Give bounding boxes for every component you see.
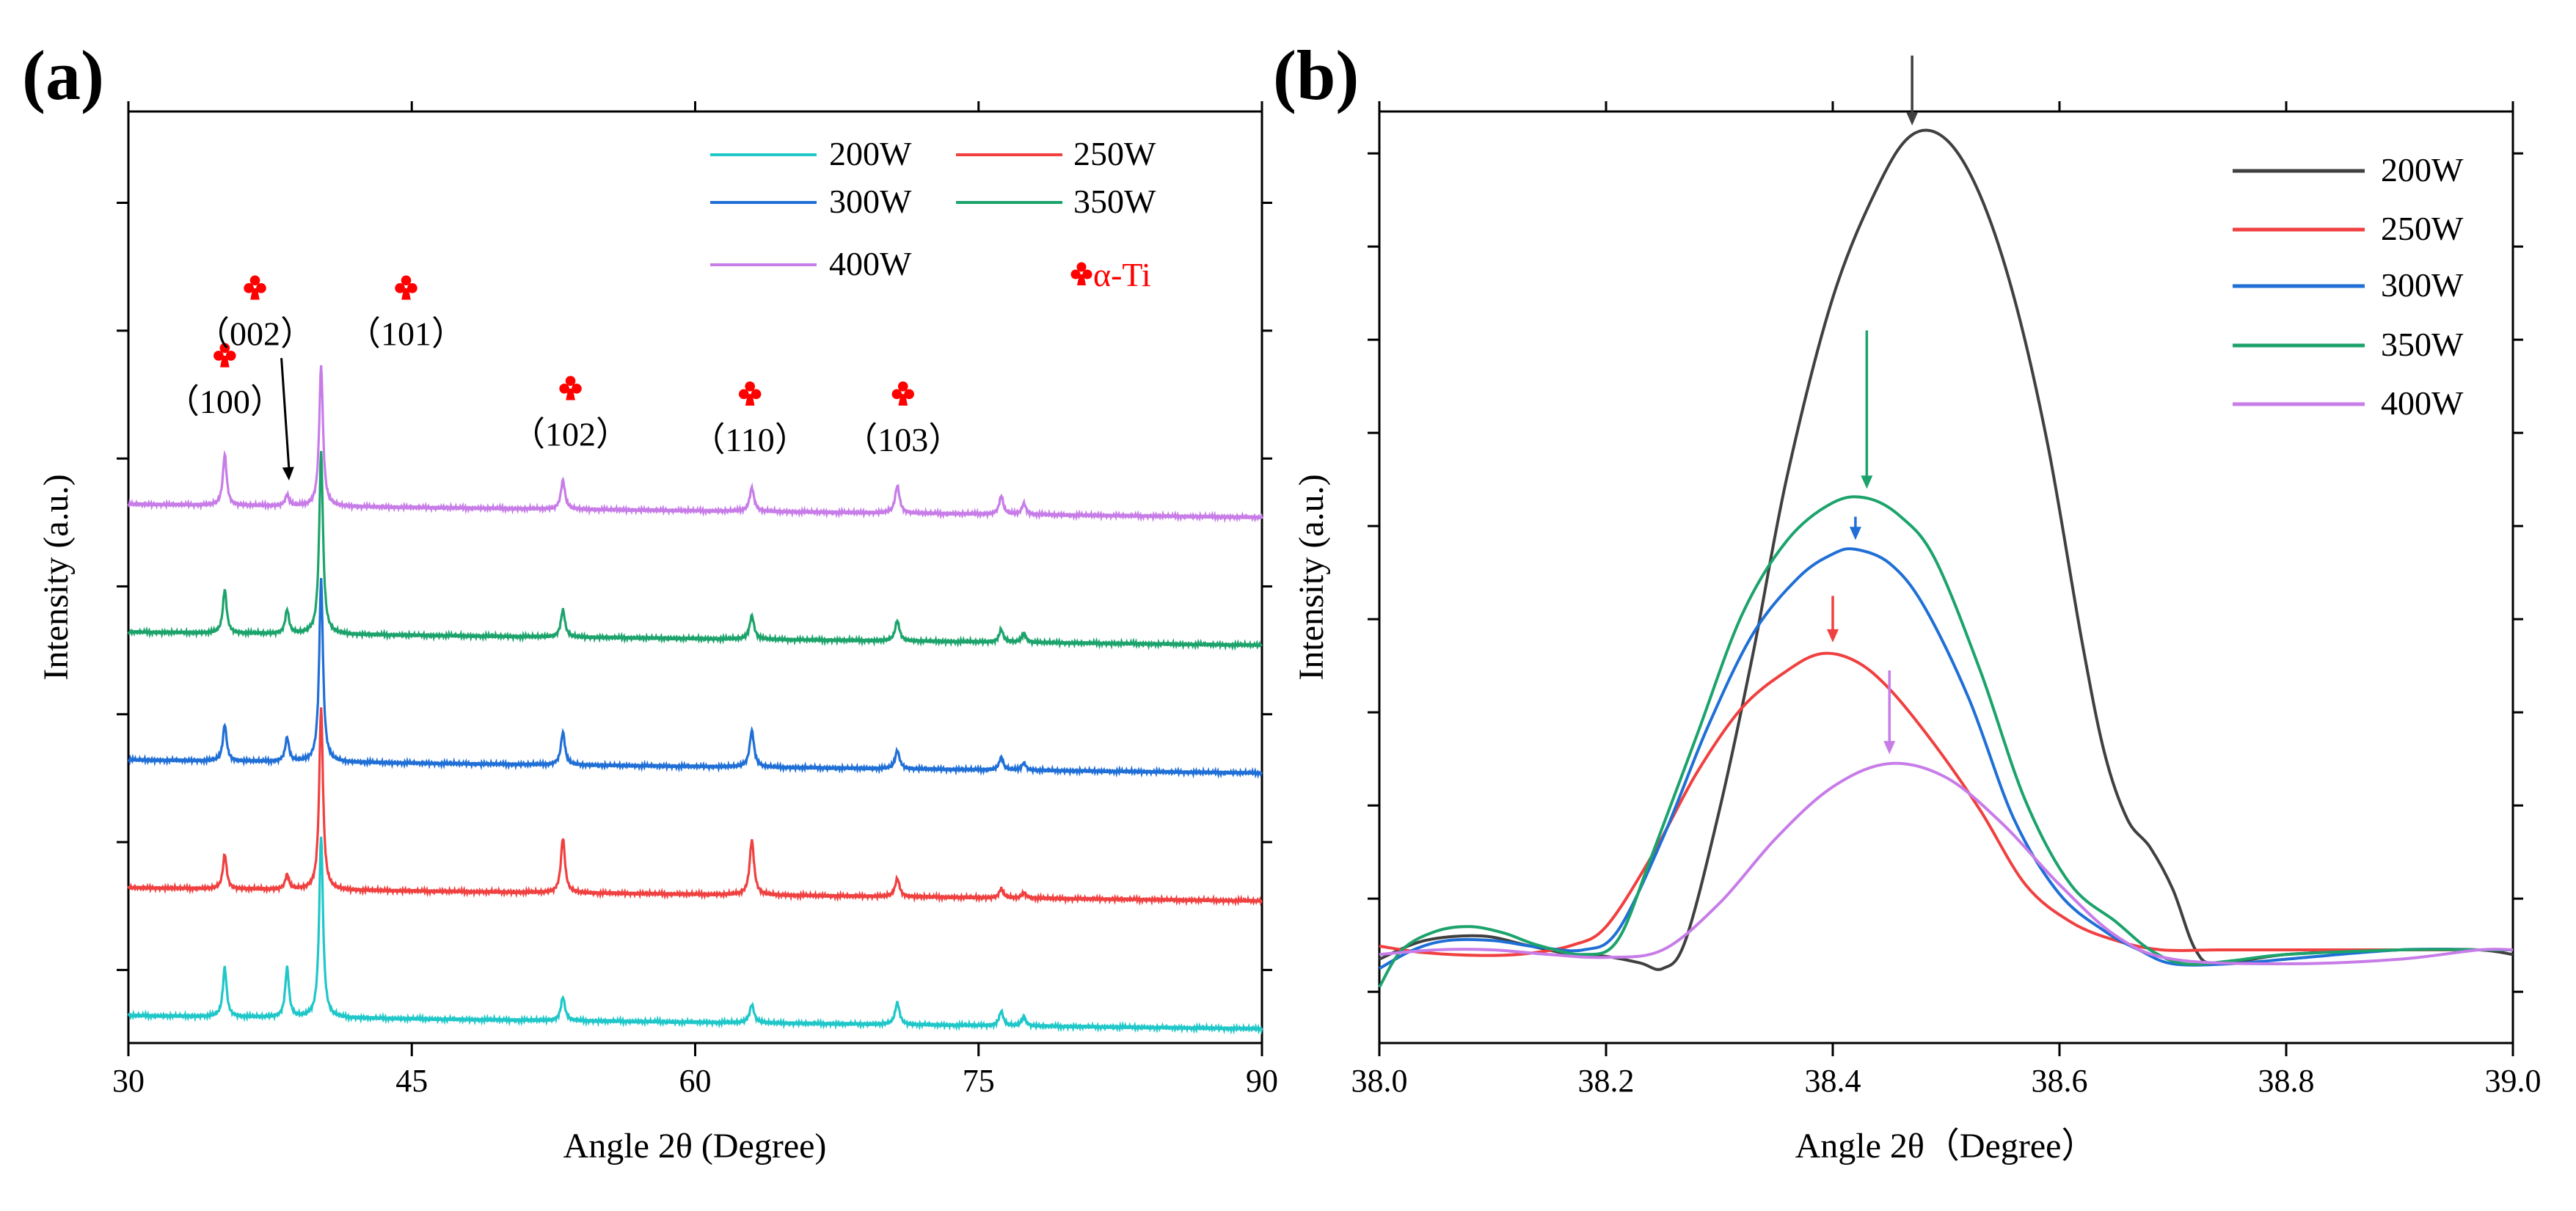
- panel-b-x-ticks: 38.0 38.2 38.4 38.6 38.8 39.0: [1351, 101, 2542, 1099]
- series-line-250W: [1379, 651, 2513, 957]
- x-tick-label: 38.6: [2032, 1063, 2088, 1099]
- panel-b-x-axis-title: Angle 2θ（Degree）: [1795, 1127, 2097, 1166]
- legend-label-400W: 400W: [829, 245, 912, 282]
- peak-arrow-head-200W: [1906, 112, 1919, 126]
- series-line-300W: [128, 578, 1263, 779]
- panel-a-x-ticks: 30 45 60 75 90: [112, 101, 1278, 1099]
- panel-a-y-axis-title: Intensity (a.u.): [37, 474, 76, 680]
- x-tick-label: 60: [679, 1063, 712, 1099]
- legend-label-250W: 250W: [1073, 135, 1156, 172]
- x-tick-label: 38.4: [1805, 1063, 1861, 1099]
- peak-arrow-head-350W: [1861, 475, 1873, 489]
- peak-002-arrow-line: [280, 358, 291, 469]
- series-line-400W: [127, 365, 1263, 524]
- panel-b: (b) 38.0 38.2 38.4 38.6 38.8 39.0 200W 250W 300…: [1273, 36, 2542, 1166]
- legend-label-350W: 350W: [2381, 326, 2464, 363]
- panel-a-legend: 200W 250W 300W 350W 400W α-Ti: [710, 135, 1156, 293]
- peak-arrow-head-300W: [1849, 527, 1861, 541]
- panel-b-series: [1378, 128, 2514, 988]
- x-tick-label: 39.0: [2485, 1063, 2542, 1099]
- panel-a-frame: [127, 110, 1263, 1044]
- series-line-350W: [127, 450, 1263, 651]
- club-marker-icon: [891, 381, 914, 406]
- panel-b-label: (b): [1273, 36, 1359, 114]
- club-marker-icon: [214, 343, 236, 367]
- series-line-350W: [1378, 495, 2513, 988]
- panel-a-annotations: （100） （002） （101） （102） （110） （103）: [166, 275, 962, 481]
- plane-label: （103）: [844, 421, 962, 458]
- x-tick-label: 90: [1246, 1063, 1278, 1099]
- series-line-250W: [127, 707, 1263, 907]
- club-legend-icon: [1070, 262, 1092, 285]
- legend-label-200W: 200W: [829, 135, 912, 172]
- panel-a-label: (a): [22, 36, 104, 114]
- series-line-200W: [127, 836, 1263, 1035]
- x-tick-label: 38.8: [2258, 1063, 2315, 1099]
- panel-b-frame: [1378, 110, 2514, 1044]
- legend-label-350W: 350W: [1073, 183, 1156, 220]
- x-tick-label: 38.2: [1578, 1063, 1635, 1099]
- legend-label-300W: 300W: [829, 183, 912, 220]
- panel-b-peak-arrows: [1827, 55, 1919, 755]
- series-line-400W: [1379, 761, 2514, 966]
- panel-b-y-ticks: [1368, 152, 2523, 993]
- plane-label: （100）: [166, 383, 284, 420]
- panel-a: (a) 30 45 60 75 90 （100） （002） （101） （102） （110）…: [22, 36, 1278, 1166]
- plane-label: （101）: [347, 315, 465, 353]
- peak-arrow-head-250W: [1827, 629, 1839, 643]
- x-tick-label: 38.0: [1351, 1063, 1408, 1099]
- peak-arrow-head-400W: [1883, 741, 1896, 755]
- panel-a-x-axis-title: Angle 2θ (Degree): [563, 1127, 827, 1166]
- club-marker-icon: [395, 275, 417, 300]
- panel-b-y-axis-title: Intensity (a.u.): [1292, 474, 1331, 680]
- plane-label: （102）: [511, 416, 630, 453]
- alpha-ti-legend-label: α-Ti: [1093, 256, 1151, 293]
- plane-label: （002）: [196, 315, 314, 353]
- panel-b-legend: 200W 250W 300W 350W 400W: [2233, 151, 2464, 422]
- x-tick-label: 75: [963, 1063, 995, 1099]
- legend-label-300W: 300W: [2381, 266, 2464, 304]
- x-tick-label: 30: [112, 1063, 145, 1099]
- plane-label: （110）: [692, 421, 809, 458]
- club-marker-icon: [244, 275, 266, 300]
- x-tick-label: 45: [395, 1063, 428, 1099]
- peak-002-arrow-head: [282, 467, 294, 481]
- club-marker-icon: [559, 376, 582, 400]
- club-marker-icon: [738, 381, 762, 406]
- legend-label-200W: 200W: [2381, 151, 2464, 189]
- panel-a-y-ticks: [117, 202, 1272, 971]
- series-line-200W: [1379, 128, 2514, 971]
- legend-label-400W: 400W: [2381, 384, 2464, 422]
- panel-a-series: [127, 365, 1263, 1035]
- legend-label-250W: 250W: [2381, 210, 2464, 247]
